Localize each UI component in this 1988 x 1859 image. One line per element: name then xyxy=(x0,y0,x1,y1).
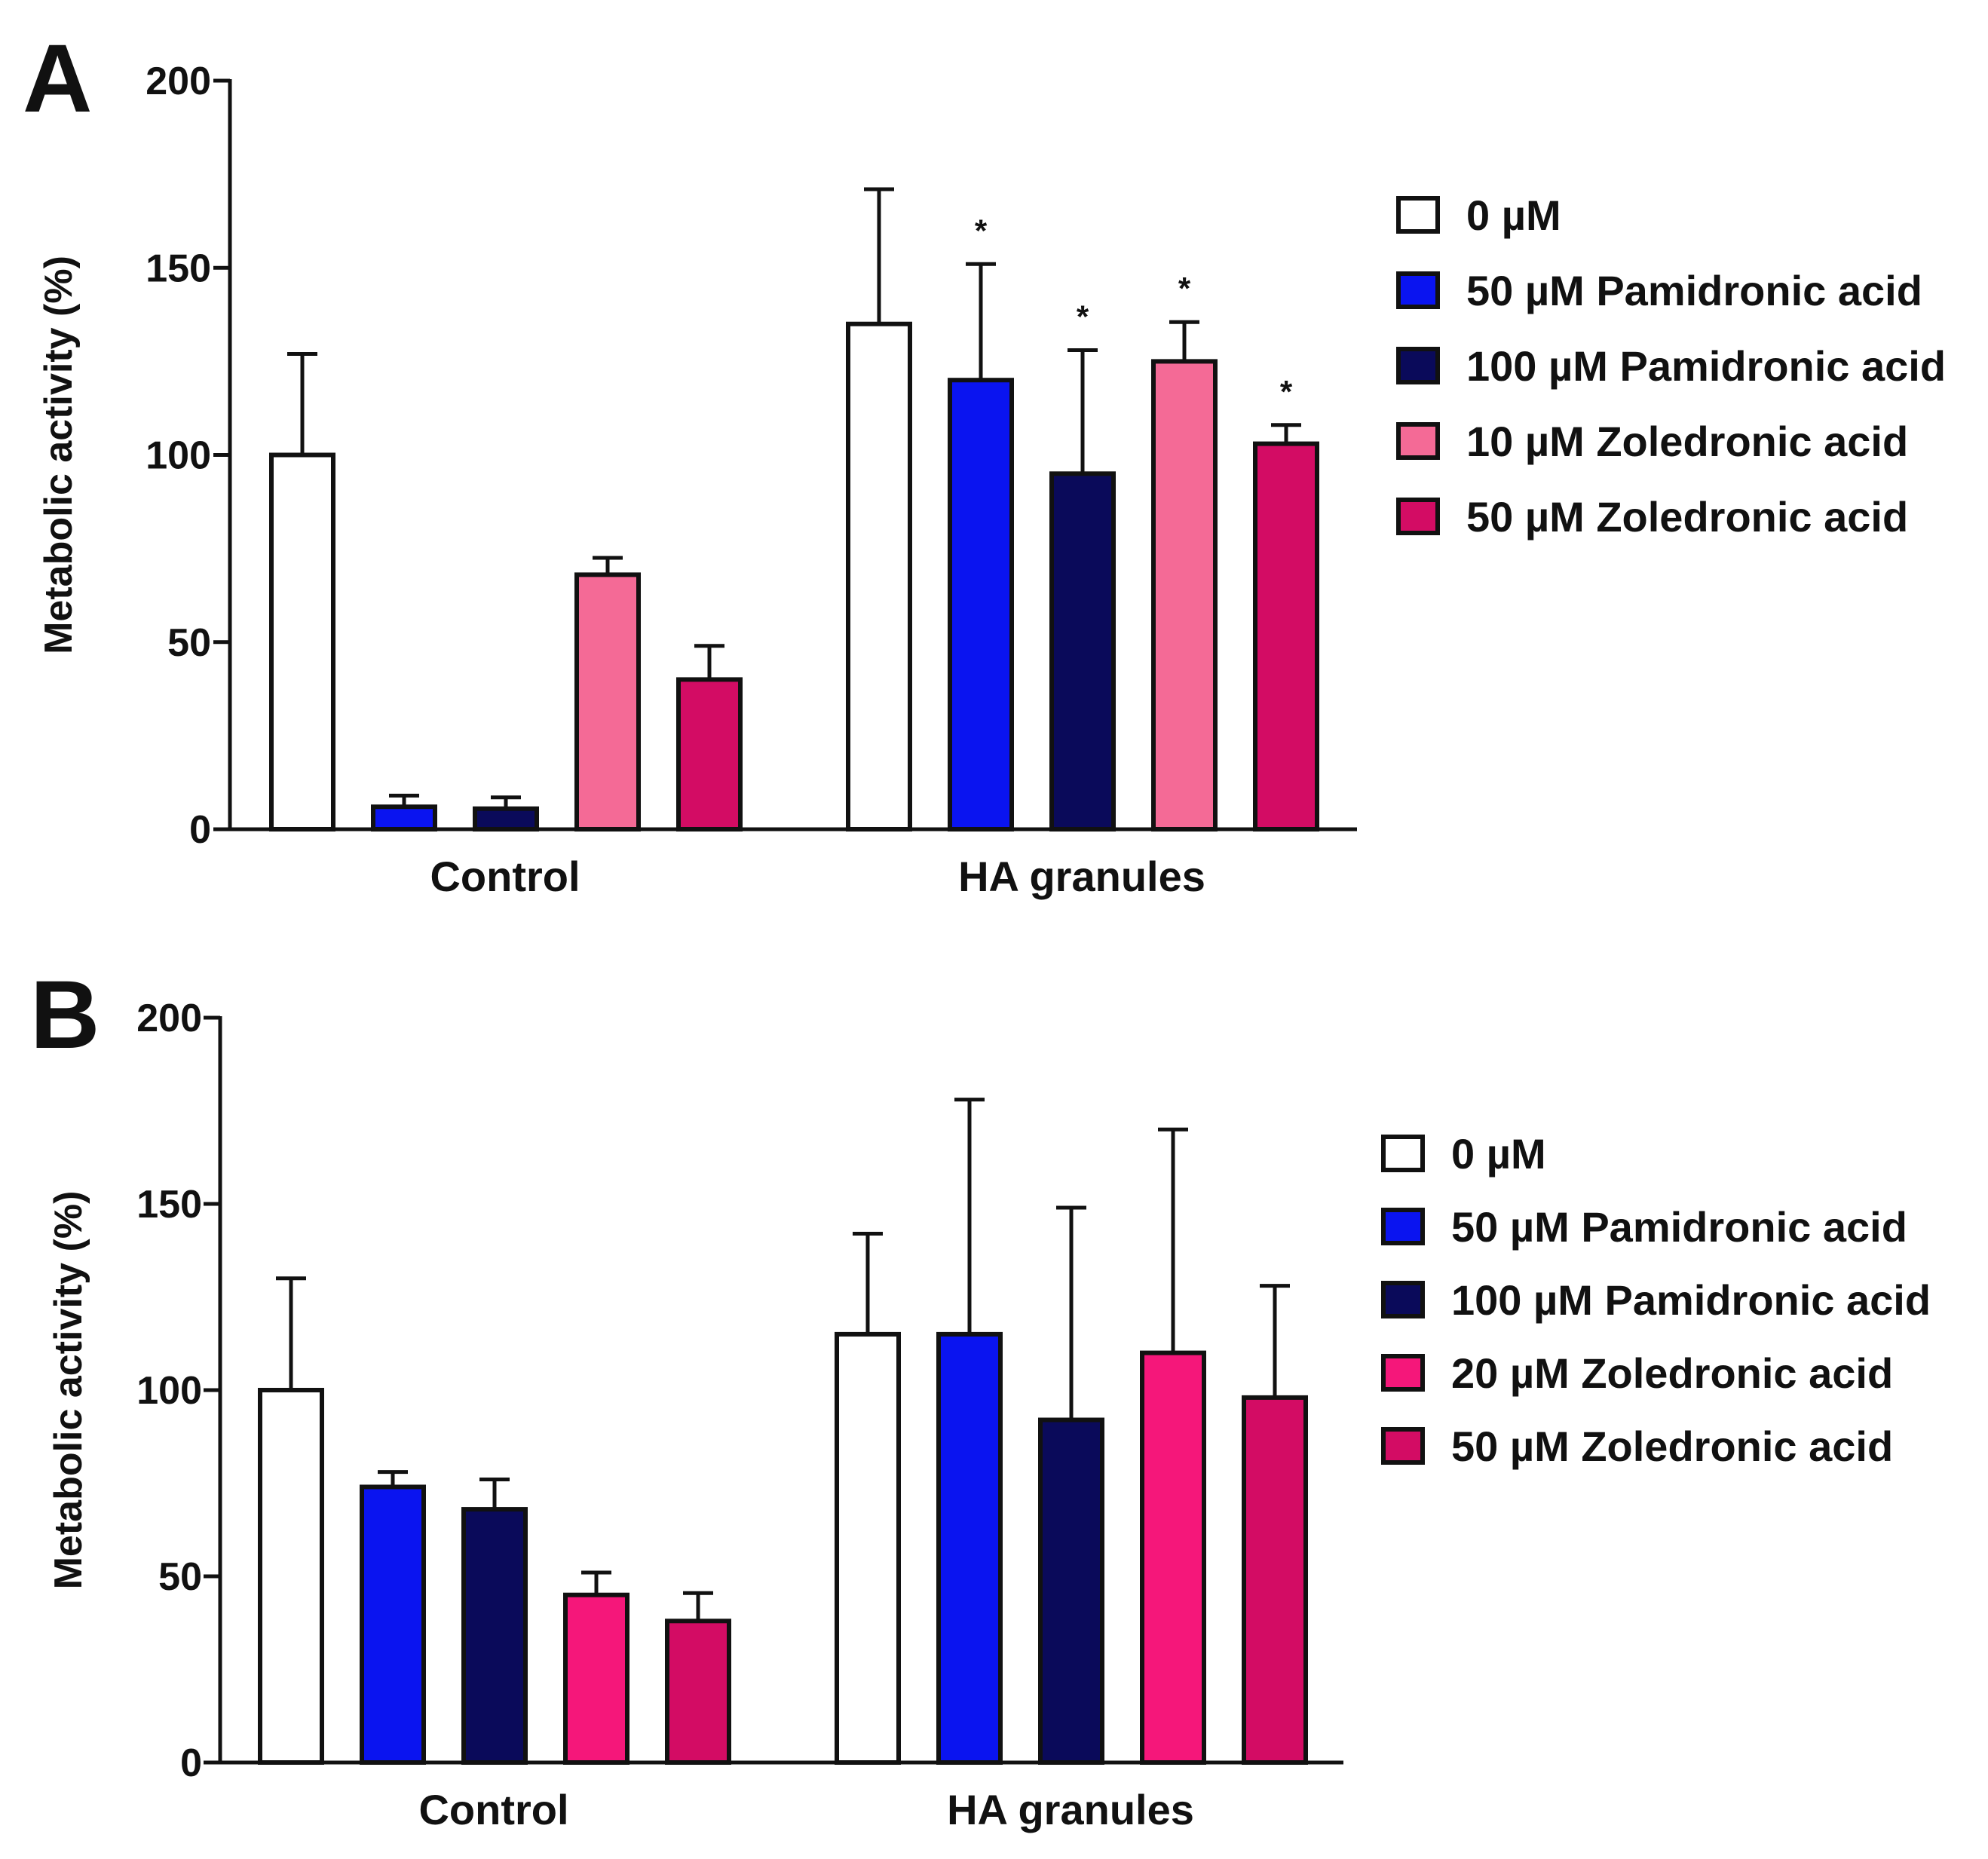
panel-label: B xyxy=(30,961,100,1069)
chart-panel-b: B 0 50 100 150 200 Metabolic activity (%) Contr… xyxy=(30,961,1931,1833)
y-tick-label: 200 xyxy=(136,997,202,1040)
legend-swatch xyxy=(1396,422,1440,460)
legend-label: 0 µM xyxy=(1451,1130,1546,1178)
legend-label: 20 µM Zoledronic acid xyxy=(1451,1349,1893,1397)
bar xyxy=(269,452,335,831)
y-axis-title: Metabolic activity (%) xyxy=(47,1191,90,1590)
y-tick-label: 150 xyxy=(136,1183,202,1227)
y-tick-label: 200 xyxy=(146,60,211,103)
legend-swatch xyxy=(1396,196,1440,234)
legend-label: 50 µM Zoledronic acid xyxy=(1451,1423,1893,1470)
legend-swatch xyxy=(1381,1354,1425,1392)
legend: 0 µM 50 µM Pamidronic acid 100 µM Pamidron… xyxy=(1396,191,1946,541)
legend-swatch xyxy=(1381,1427,1425,1465)
significance-star: * xyxy=(975,213,988,248)
legend-swatch xyxy=(1396,347,1440,384)
x-category-label: Control xyxy=(418,1786,568,1833)
legend-swatch xyxy=(1381,1208,1425,1245)
bar xyxy=(258,1388,324,1765)
y-axis-title: Metabolic activity (%) xyxy=(37,256,81,654)
bar xyxy=(1151,359,1218,831)
significance-star: * xyxy=(1077,299,1089,334)
legend-label: 100 µM Pamidronic acid xyxy=(1466,342,1946,390)
bar xyxy=(461,1507,528,1765)
legend-label: 10 µM Zoledronic acid xyxy=(1466,418,1908,465)
bar xyxy=(1140,1350,1206,1765)
legend: 0 µM 50 µM Pamidronic acid 100 µM Pamidron… xyxy=(1381,1130,1931,1470)
legend-label: 100 µM Pamidronic acid xyxy=(1451,1276,1931,1324)
bar xyxy=(948,378,1014,831)
y-tick-label: 0 xyxy=(180,1741,202,1785)
x-category-label: HA granules xyxy=(947,1786,1194,1833)
chart-panel-a: A 0 50 100 150 200 Metabolic activity (%) * * * * C… xyxy=(23,25,1946,900)
significance-star: * xyxy=(1280,374,1293,409)
y-tick-label: 100 xyxy=(136,1369,202,1413)
legend-label: 50 µM Pamidronic acid xyxy=(1466,267,1922,314)
bar xyxy=(473,806,539,832)
legend-label: 0 µM xyxy=(1466,191,1561,239)
y-tick-label: 50 xyxy=(167,621,211,665)
legend-label: 50 µM Zoledronic acid xyxy=(1466,493,1908,541)
bar xyxy=(936,1331,1003,1765)
y-tick-label: 100 xyxy=(146,434,211,478)
bar xyxy=(360,1484,426,1765)
legend-swatch xyxy=(1396,271,1440,309)
y-tick-label: 0 xyxy=(189,808,211,852)
legend-swatch xyxy=(1396,498,1440,535)
bar xyxy=(574,572,641,831)
bar xyxy=(676,677,743,832)
bar xyxy=(371,804,437,831)
x-category-label: Control xyxy=(430,853,580,900)
legend-label: 50 µM Pamidronic acid xyxy=(1451,1203,1907,1251)
significance-star: * xyxy=(1178,271,1191,306)
y-tick-label: 150 xyxy=(146,247,211,290)
legend-swatch xyxy=(1381,1135,1425,1172)
bar xyxy=(846,321,912,832)
bar xyxy=(835,1331,901,1765)
y-tick-label: 50 xyxy=(158,1555,202,1599)
bar xyxy=(1253,441,1319,831)
bar xyxy=(1242,1395,1308,1765)
x-category-label: HA granules xyxy=(958,853,1205,900)
legend-swatch xyxy=(1381,1281,1425,1318)
bar xyxy=(1049,471,1116,831)
bar xyxy=(665,1619,731,1766)
bar xyxy=(563,1592,629,1765)
panel-label: A xyxy=(23,25,92,133)
bar xyxy=(1038,1417,1104,1766)
